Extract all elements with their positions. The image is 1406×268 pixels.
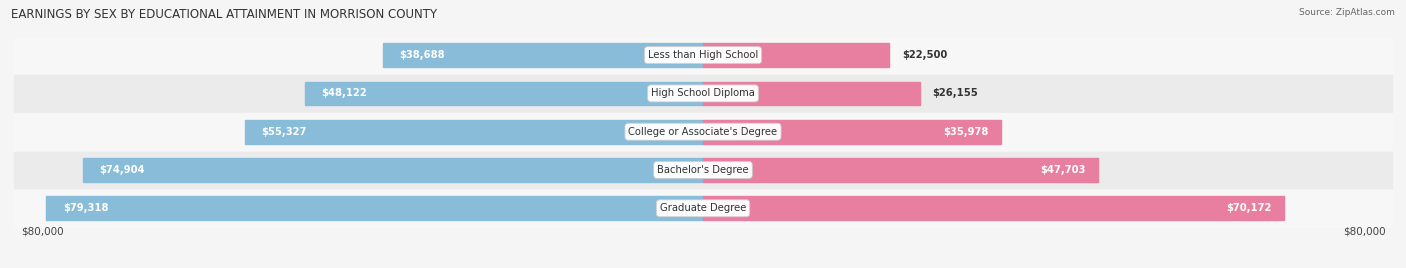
- Bar: [14, 113, 1392, 150]
- Bar: [305, 81, 703, 105]
- Text: $79,318: $79,318: [63, 203, 108, 213]
- Text: $80,000: $80,000: [1343, 226, 1385, 236]
- Bar: [46, 196, 703, 220]
- Bar: [703, 43, 890, 67]
- Bar: [14, 152, 1392, 188]
- Text: $47,703: $47,703: [1040, 165, 1085, 175]
- Bar: [703, 120, 1001, 144]
- Text: Less than High School: Less than High School: [648, 50, 758, 60]
- Text: $74,904: $74,904: [100, 165, 145, 175]
- Text: $26,155: $26,155: [932, 88, 977, 98]
- Text: $80,000: $80,000: [21, 226, 63, 236]
- Text: $55,327: $55,327: [262, 127, 307, 137]
- Text: College or Associate's Degree: College or Associate's Degree: [628, 127, 778, 137]
- Text: High School Diploma: High School Diploma: [651, 88, 755, 98]
- Bar: [382, 43, 703, 67]
- Text: $70,172: $70,172: [1226, 203, 1271, 213]
- Bar: [703, 81, 920, 105]
- Text: Bachelor's Degree: Bachelor's Degree: [657, 165, 749, 175]
- Bar: [14, 37, 1392, 73]
- Text: EARNINGS BY SEX BY EDUCATIONAL ATTAINMENT IN MORRISON COUNTY: EARNINGS BY SEX BY EDUCATIONAL ATTAINMEN…: [11, 8, 437, 21]
- Bar: [83, 158, 703, 182]
- Bar: [703, 158, 1098, 182]
- Bar: [14, 190, 1392, 227]
- Text: Source: ZipAtlas.com: Source: ZipAtlas.com: [1299, 8, 1395, 17]
- Bar: [703, 196, 1284, 220]
- Text: $48,122: $48,122: [321, 88, 367, 98]
- Bar: [14, 75, 1392, 112]
- Text: $35,978: $35,978: [943, 127, 988, 137]
- Bar: [245, 120, 703, 144]
- Text: Graduate Degree: Graduate Degree: [659, 203, 747, 213]
- Text: $38,688: $38,688: [399, 50, 444, 60]
- Text: $22,500: $22,500: [901, 50, 948, 60]
